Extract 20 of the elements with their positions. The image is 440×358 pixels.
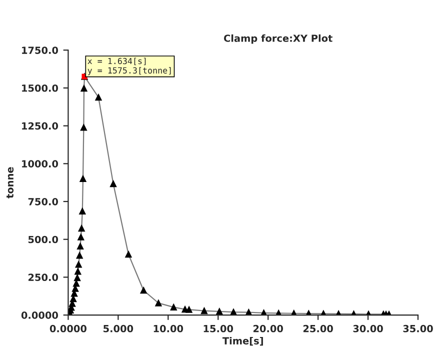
chart-title: Clamp force:XY Plot bbox=[224, 34, 332, 44]
y-tick-label: 1000.0 bbox=[22, 160, 58, 168]
x-tick-label: 15.00 bbox=[204, 324, 234, 332]
y-tick-label: 1500.0 bbox=[22, 84, 58, 92]
x-axis-title: Time[s] bbox=[222, 336, 263, 346]
x-tick-label: 35.00 bbox=[403, 324, 433, 332]
y-tick-label: 250.0 bbox=[28, 274, 58, 282]
y-tick-label: 0.0000 bbox=[21, 312, 58, 319]
y-tick-label: 750.0 bbox=[28, 198, 58, 206]
annotation: x = 1.634[s] y = 1575.3[tonne] bbox=[88, 58, 171, 76]
x-tick-label: 5.000 bbox=[104, 324, 134, 332]
y-tick-label: 1250.0 bbox=[22, 122, 58, 130]
x-tick-label: 30.00 bbox=[353, 324, 383, 332]
x-tick-label: 20.00 bbox=[253, 324, 283, 332]
x-tick-label: 0.0000 bbox=[50, 324, 86, 332]
x-tick-label: 25.00 bbox=[303, 324, 333, 332]
y-tick-label: 500.0 bbox=[28, 236, 58, 244]
x-tick-label: 10.00 bbox=[154, 324, 184, 332]
y-tick-label: 1750.0 bbox=[22, 46, 58, 54]
y-axis-title: tonne bbox=[6, 167, 14, 198]
